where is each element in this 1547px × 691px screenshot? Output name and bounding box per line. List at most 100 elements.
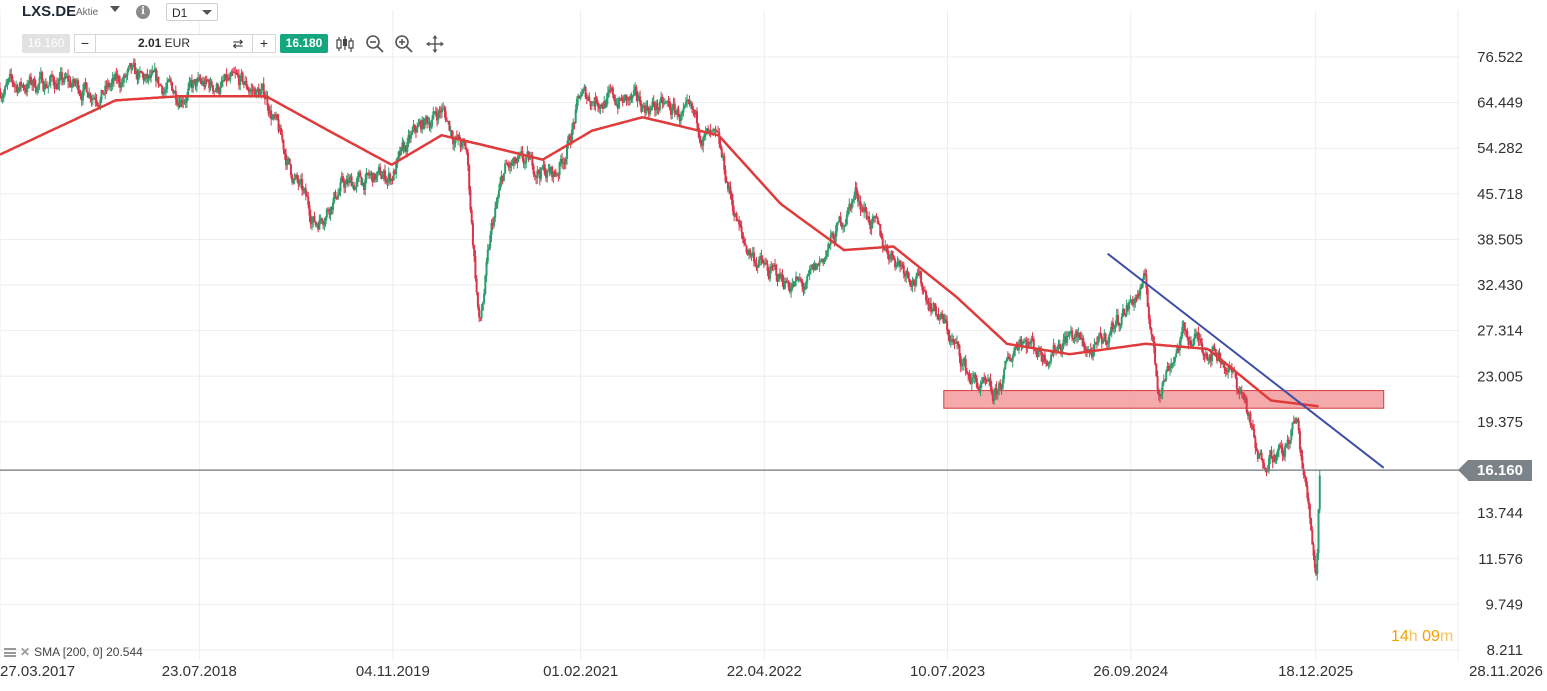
candle-body [921,283,924,291]
quantity-decrease-button[interactable]: − [75,35,96,52]
candle-body [1152,336,1155,347]
candle-body [1118,322,1121,327]
candle-body [339,182,342,192]
candle-body [382,170,385,178]
candle-body [644,105,647,113]
candle-body [78,89,81,94]
candle-body [442,108,445,110]
candle-body [1100,336,1103,344]
candle-body [101,90,104,94]
candle-body [266,95,269,106]
candle-body [483,293,486,303]
candle-body [330,206,333,211]
candle-body [329,206,332,215]
candle-body [15,85,18,87]
candle-body [370,172,373,176]
candle-body [462,141,465,143]
candle-body [734,213,737,217]
candle-body [543,164,546,175]
candle-body [500,176,503,183]
candle-body [531,154,534,166]
candle-body [1166,366,1169,371]
candle-body [310,222,313,225]
candle-body [824,256,827,259]
candlestick-icon[interactable] [334,33,356,55]
symbol-dropdown-icon[interactable] [110,6,120,12]
candle-body [348,179,351,184]
candle-body [485,261,488,276]
candle-body [769,269,772,279]
candle-body [43,83,46,91]
candle-body [535,175,538,178]
candle-body [860,207,863,210]
candle-body [833,238,836,243]
symbol-name[interactable]: LXS.DE [22,3,77,20]
candle-body [906,270,909,274]
candle-body [470,210,473,223]
candle-body [561,158,564,164]
zoom-out-icon[interactable] [364,33,386,55]
candle-body [419,120,422,130]
close-icon[interactable]: ✕ [20,645,31,659]
candle-body [599,104,602,109]
candle-body [752,252,755,262]
candle-body [1064,336,1067,343]
menu-icon[interactable] [4,648,16,658]
symbol-type: Aktie [76,7,99,18]
candle-body [798,278,801,280]
candle-body [869,223,872,230]
candle-body [334,192,337,197]
candle-body [536,170,539,178]
candle-body [270,110,273,119]
candle-body [583,86,586,90]
candle-body [1310,517,1313,530]
candle-body [596,102,599,107]
candle-body [99,100,102,107]
candle-body [691,103,694,109]
candle-body [899,260,902,267]
candle-body [38,77,41,85]
candle-body [884,246,887,251]
candle-body [1003,369,1006,380]
candle-body [962,363,965,365]
swap-unit-icon[interactable]: ⇄ [232,36,244,51]
quantity-increase-button[interactable]: + [252,35,275,52]
candle-body [570,129,573,143]
candle-body [312,216,315,223]
candle-body [707,128,710,134]
candle-body [278,127,281,132]
candle-body [635,86,638,96]
candle-body [645,105,648,113]
move-icon[interactable] [424,33,446,55]
sell-button[interactable]: 16.160 [22,34,70,53]
candle-body [881,238,884,247]
candle-body [289,164,292,176]
candle-body [86,92,89,98]
candle-body [110,83,113,87]
candle-body [1074,331,1077,336]
candle-body [1016,347,1019,351]
buy-button[interactable]: 16.180 [280,34,328,53]
zoom-in-icon[interactable] [393,33,415,55]
candle-body [943,319,946,323]
candle-body [939,313,942,319]
candle-body [1011,356,1014,361]
candle-body [184,101,187,103]
candle-body [257,88,260,96]
candle-body [808,269,811,274]
timeframe-select[interactable]: D1 [166,3,218,21]
candle-body [1235,377,1238,389]
quantity-field[interactable]: − 2.01 EUR ⇄ + [74,34,276,53]
candle-body [215,84,218,92]
candle-body [1147,306,1150,320]
candle-body [67,75,70,82]
info-icon[interactable]: i [136,5,150,19]
candle-body [481,302,484,311]
candle-body [148,75,151,78]
candle-body [22,84,25,89]
quantity-value[interactable]: 2.01 [137,36,162,50]
candle-body [147,75,150,79]
candle-body [33,78,36,87]
x-tick-label: 27.03.2017 [0,663,75,680]
